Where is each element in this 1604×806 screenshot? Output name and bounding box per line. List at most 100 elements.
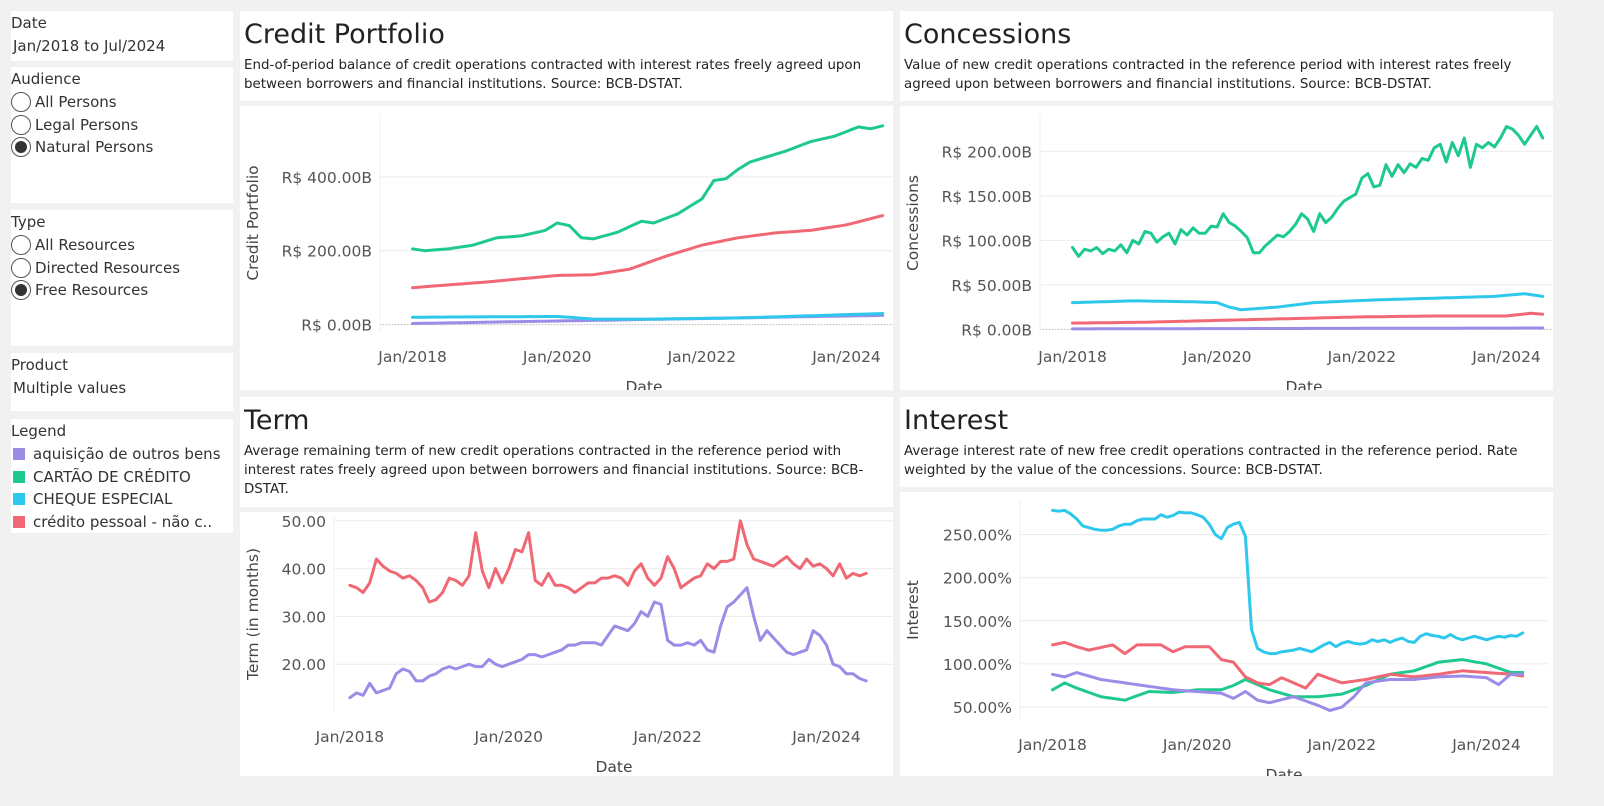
product-filter-label: Product — [11, 356, 68, 374]
radio-off-icon — [11, 258, 31, 278]
x-tick-label: Jan/2018 — [1037, 348, 1107, 366]
y-tick-label: R$ 200.00B — [942, 143, 1032, 161]
x-tick-label: Jan/2018 — [315, 728, 385, 746]
audience-option-label: Natural Persons — [35, 138, 154, 156]
type-option-all-resources[interactable]: All Resources — [11, 234, 135, 256]
audience-filter: Audience All Persons Legal Persons Natur… — [11, 67, 233, 203]
x-tick-label: Jan/2020 — [1182, 348, 1252, 366]
y-axis-title: Credit Portfolio — [244, 165, 262, 280]
term-header: Term Average remaining term of new credi… — [240, 397, 893, 507]
type-option-free-resources[interactable]: Free Resources — [11, 279, 148, 301]
series-line[interactable] — [1071, 292, 1545, 312]
y-tick-label: R$ 0.00B — [301, 317, 372, 335]
credit-portfolio-chart-panel: R$ 0.00B R$ 200.00B R$ 400.00B Jan/2018 Jan/… — [240, 106, 908, 396]
concessions-chart-panel: R$ 0.00B R$ 50.00B R$ 100.00B R$ 150.00B R$ … — [900, 106, 1568, 396]
y-tick-label: 30.00 — [282, 608, 326, 626]
legend-item-label: CHEQUE ESPECIAL — [33, 490, 173, 508]
concessions-description: Value of new credit operations contracte… — [904, 58, 1512, 92]
concessions-header: Concessions Value of new credit operatio… — [900, 11, 1553, 101]
product-filter-value[interactable]: Multiple values — [13, 379, 127, 397]
term-chart[interactable]: 20.00 30.00 40.00 50.00 Jan/2018 Jan/2020 Jan/… — [240, 512, 894, 776]
concessions-title: Concessions — [904, 19, 1072, 50]
x-tick-label: Jan/2022 — [667, 348, 737, 366]
credit-portfolio-title: Credit Portfolio — [244, 19, 445, 50]
audience-option-label: All Persons — [35, 93, 117, 111]
series-line[interactable] — [348, 519, 868, 604]
legend-swatch — [13, 471, 25, 483]
y-tick-label: R$ 200.00B — [282, 243, 372, 261]
y-tick-label: 250.00% — [943, 527, 1012, 545]
type-filter-label: Type — [11, 213, 46, 231]
audience-filter-label: Audience — [11, 70, 81, 88]
audience-option-label: Legal Persons — [35, 116, 139, 134]
legend-item-label: aquisição de outros bens — [33, 445, 221, 463]
y-tick-label: 100.00% — [943, 656, 1012, 674]
y-axis-title: Interest — [904, 580, 922, 640]
radio-off-icon — [11, 235, 31, 255]
type-option-directed-resources[interactable]: Directed Resources — [11, 257, 180, 279]
x-axis-title: Date — [1285, 378, 1322, 390]
y-tick-label: 50.00% — [953, 699, 1012, 717]
legend-item-cartao[interactable]: CARTÃO DE CRÉDITO — [13, 466, 191, 488]
radio-off-icon — [11, 115, 31, 135]
legend-item-cheque[interactable]: CHEQUE ESPECIAL — [13, 488, 172, 510]
series-line[interactable] — [1051, 508, 1525, 656]
legend-title: Legend — [11, 422, 67, 440]
series-line[interactable] — [411, 214, 885, 290]
x-tick-label: Jan/2022 — [1327, 348, 1397, 366]
series-line[interactable] — [1051, 671, 1525, 712]
interest-description: Average interest rate of new free credit… — [904, 444, 1518, 478]
x-axis-title: Date — [595, 758, 632, 776]
interest-header: Interest Average interest rate of new fr… — [900, 397, 1553, 487]
series-line[interactable] — [1071, 125, 1545, 258]
y-tick-label: 200.00% — [943, 570, 1012, 588]
x-tick-label: Jan/2020 — [1162, 736, 1232, 754]
y-tick-label: R$ 50.00B — [951, 277, 1032, 295]
y-tick-label: R$ 150.00B — [942, 188, 1032, 206]
x-tick-label: Jan/2024 — [791, 728, 861, 746]
product-filter[interactable]: Product Multiple values — [11, 353, 233, 411]
interest-chart-panel: 50.00% 100.00% 150.00% 200.00% 250.00% Jan/20… — [900, 492, 1553, 784]
legend-swatch — [13, 493, 25, 505]
date-filter-label: Date — [11, 14, 47, 32]
x-tick-label: Jan/2018 — [377, 348, 447, 366]
credit-portfolio-description: End-of-period balance of credit operatio… — [244, 58, 862, 92]
date-filter-value[interactable]: Jan/2018 to Jul/2024 — [13, 37, 166, 55]
legend-item-label: CARTÃO DE CRÉDITO — [33, 468, 191, 486]
legend-item-credito-pessoal[interactable]: crédito pessoal - não c.. — [13, 511, 212, 533]
series-line[interactable] — [1071, 326, 1545, 331]
x-tick-label: Jan/2024 — [1451, 736, 1521, 754]
audience-option-all-persons[interactable]: All Persons — [11, 91, 117, 113]
legend-item-label: crédito pessoal - não c.. — [33, 513, 213, 531]
legend-item-aquisicao[interactable]: aquisição de outros bens — [13, 443, 221, 465]
type-option-label: All Resources — [35, 236, 135, 254]
series-line[interactable] — [1051, 658, 1525, 702]
date-filter[interactable]: Date Jan/2018 to Jul/2024 — [11, 11, 233, 61]
series-line[interactable] — [1051, 640, 1525, 690]
x-tick-label: Jan/2020 — [522, 348, 592, 366]
x-tick-label: Jan/2024 — [1471, 348, 1541, 366]
concessions-chart[interactable]: R$ 0.00B R$ 50.00B R$ 100.00B R$ 150.00B R$ … — [900, 106, 1568, 396]
x-tick-label: Jan/2022 — [1307, 736, 1377, 754]
term-description: Average remaining term of new credit ope… — [244, 444, 864, 497]
series-line[interactable] — [411, 124, 885, 253]
y-tick-label: 40.00 — [282, 561, 326, 579]
series-line[interactable] — [348, 586, 868, 700]
interest-chart[interactable]: 50.00% 100.00% 150.00% 200.00% 250.00% Jan/20… — [900, 492, 1553, 784]
x-axis-title: Date — [1265, 766, 1302, 776]
credit-portfolio-header: Credit Portfolio End-of-period balance o… — [240, 11, 893, 101]
credit-portfolio-chart[interactable]: R$ 0.00B R$ 200.00B R$ 400.00B Jan/2018 Jan/… — [240, 106, 908, 396]
legend-swatch — [13, 516, 25, 528]
audience-option-legal-persons[interactable]: Legal Persons — [11, 114, 138, 136]
y-tick-label: 50.00 — [282, 513, 326, 531]
y-axis-title: Term (in months) — [244, 548, 262, 681]
audience-option-natural-persons[interactable]: Natural Persons — [11, 136, 153, 158]
radio-off-icon — [11, 92, 31, 112]
term-chart-panel: 20.00 30.00 40.00 50.00 Jan/2018 Jan/2020 Jan/… — [240, 512, 894, 776]
series-line[interactable] — [1071, 311, 1545, 325]
x-tick-label: Jan/2024 — [811, 348, 881, 366]
term-title: Term — [244, 405, 310, 436]
y-axis-title: Concessions — [904, 175, 922, 271]
type-option-label: Directed Resources — [35, 259, 181, 277]
series-line[interactable] — [411, 312, 885, 321]
